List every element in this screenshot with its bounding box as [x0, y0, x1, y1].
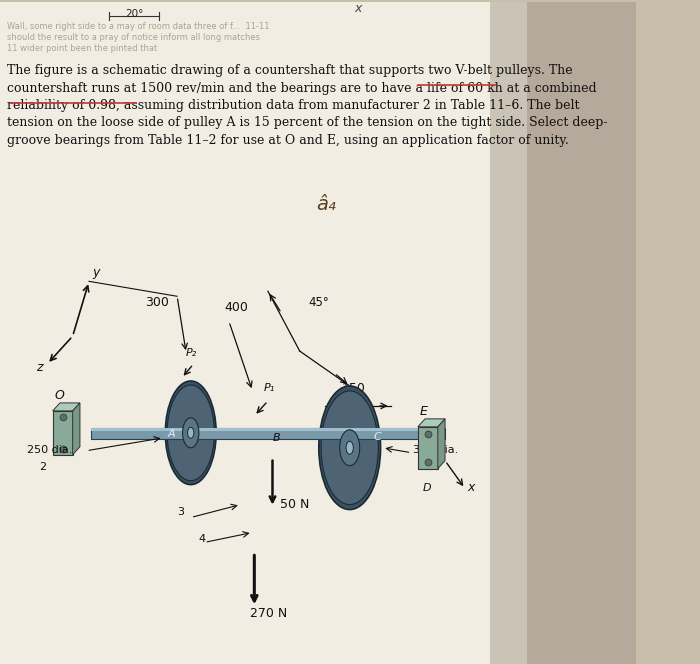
Ellipse shape — [167, 385, 214, 481]
Bar — [91, 428, 445, 431]
Polygon shape — [438, 419, 445, 469]
Bar — [418, 427, 438, 469]
Text: y: y — [92, 266, 100, 280]
Ellipse shape — [318, 386, 381, 509]
Text: tension on the loose side of pulley A is 15 percent of the tension on the tight : tension on the loose side of pulley A is… — [7, 116, 608, 129]
Text: 250 dia.: 250 dia. — [27, 445, 73, 455]
Text: should the result to a pray of notice inform all long matches: should the result to a pray of notice in… — [7, 33, 260, 42]
Text: x: x — [354, 2, 362, 15]
Text: Wall, some right side to a may of room data three of f...  11-11: Wall, some right side to a may of room d… — [7, 22, 270, 31]
Ellipse shape — [165, 381, 216, 485]
Polygon shape — [52, 403, 80, 411]
Text: groove bearings from Table 11–2 for use at O and E, using an application factor : groove bearings from Table 11–2 for use … — [7, 134, 569, 147]
Text: O: O — [55, 389, 64, 402]
Text: â₄: â₄ — [316, 195, 336, 214]
Text: 150: 150 — [342, 382, 365, 395]
Ellipse shape — [340, 430, 360, 465]
Text: P₂: P₂ — [186, 348, 197, 358]
Text: E: E — [419, 405, 428, 418]
Bar — [527, 2, 636, 664]
Text: reliability of 0.98, assuming distribution data from manufacturer 2 in Table 11–: reliability of 0.98, assuming distributi… — [7, 99, 580, 112]
Text: 4: 4 — [198, 535, 205, 544]
Text: 2: 2 — [39, 461, 46, 471]
Polygon shape — [73, 403, 80, 455]
Text: A: A — [167, 429, 175, 439]
Text: 400: 400 — [224, 301, 248, 314]
Text: 3: 3 — [177, 507, 184, 517]
Text: 300: 300 — [146, 296, 169, 309]
Text: The figure is a schematic drawing of a countershaft that supports two V-belt pul: The figure is a schematic drawing of a c… — [7, 64, 573, 77]
Polygon shape — [418, 419, 445, 427]
Text: 300 dia.: 300 dia. — [413, 445, 459, 455]
Ellipse shape — [321, 391, 378, 505]
Text: 20°: 20° — [125, 9, 144, 19]
Text: C: C — [373, 432, 381, 442]
Text: 270 N: 270 N — [250, 607, 287, 620]
Text: B: B — [272, 433, 280, 443]
Text: z: z — [36, 361, 43, 374]
Bar — [91, 428, 445, 439]
Bar — [52, 411, 73, 455]
Text: 45°: 45° — [309, 296, 330, 309]
Text: countershaft runs at 1500 rev/min and the bearings are to have a life of 60 kh a: countershaft runs at 1500 rev/min and th… — [7, 82, 597, 94]
Text: 11 wider point been the pinted that: 11 wider point been the pinted that — [7, 44, 158, 53]
Ellipse shape — [183, 418, 199, 448]
Text: P₁: P₁ — [263, 383, 274, 393]
Ellipse shape — [346, 442, 354, 454]
Bar — [491, 2, 636, 664]
Text: x: x — [467, 481, 474, 493]
Ellipse shape — [188, 428, 194, 438]
Text: D: D — [422, 483, 431, 493]
Text: 50 N: 50 N — [280, 497, 309, 511]
